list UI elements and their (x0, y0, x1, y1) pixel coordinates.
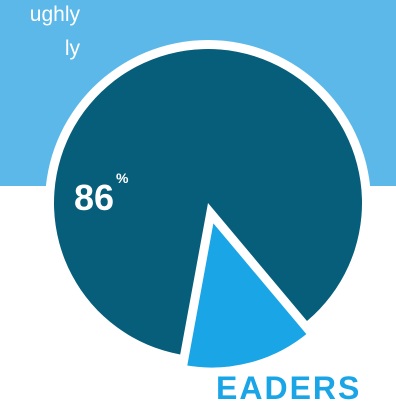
pie-slice-minor (180, 209, 315, 374)
footer-heading: EADERS (216, 370, 362, 406)
data-label-major: 86% (74, 170, 129, 218)
blurb-text: ughly ly (0, 0, 80, 66)
pie-chart (53, 49, 362, 374)
data-label-value: 86 (74, 177, 115, 218)
pie-slice-major (53, 49, 362, 355)
data-label-unit: % (116, 170, 129, 186)
blurb-line-1: ughly (29, 3, 80, 26)
blurb-line-2: ly (64, 37, 80, 60)
